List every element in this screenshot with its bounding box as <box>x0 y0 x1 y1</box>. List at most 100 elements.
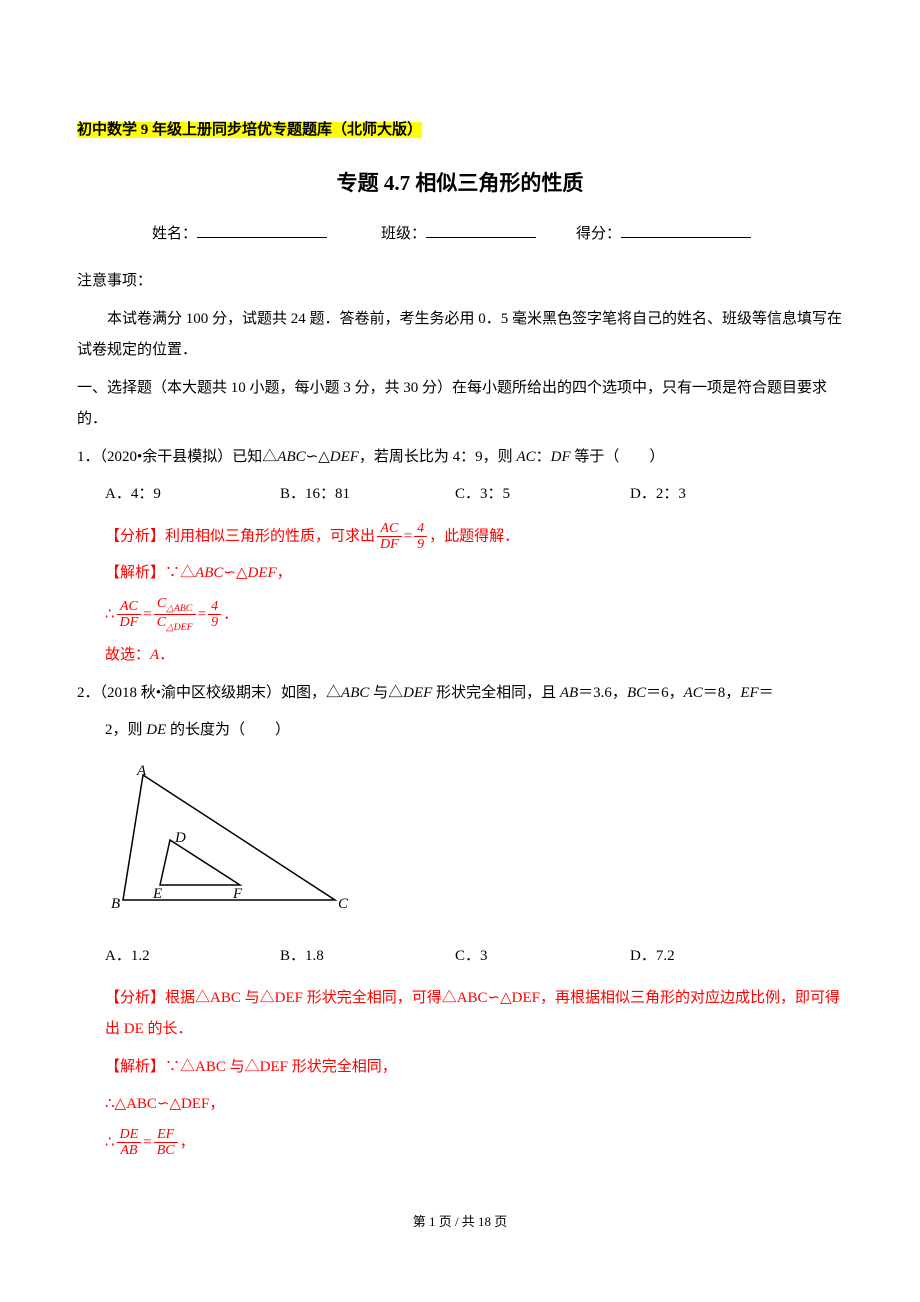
label-b: B <box>111 896 120 912</box>
q1-sol-abc: ABC <box>195 565 223 581</box>
q1-sim: ∽△ <box>306 449 330 465</box>
q1-analysis: 【分析】利用相似三角形的性质，可求出ACDF=49，此题得解． <box>105 521 843 553</box>
score-blank <box>621 220 751 238</box>
q2-ac: AC <box>684 685 703 701</box>
triangle-abc <box>123 775 335 900</box>
class-blank <box>426 220 536 238</box>
q2-opt-d: D．7.2 <box>630 941 675 973</box>
q1-opt-c: C．3：5 <box>455 479 630 511</box>
q1-c-abc: C <box>157 596 166 611</box>
q2-frac-ab: AB <box>117 1143 142 1158</box>
q2-comma: ， <box>180 1134 195 1150</box>
notice-text: 本试卷满分 100 分，试题共 24 题．答卷前，考生务必用 0．5 毫米黑色签… <box>77 304 843 367</box>
question-2-line2: 2，则 DE 的长度为（ ） <box>105 715 843 747</box>
q2-abc: ABC <box>341 685 369 701</box>
question-1: 1．（2020•余干县模拟）已知△ABC∽△DEF，若周长比为 4：9，则 AC… <box>77 442 843 474</box>
triangle-def <box>160 840 240 885</box>
q2-de: DE <box>146 722 166 738</box>
q1-sol-def: DEF <box>247 565 276 581</box>
q2-eq-f: = <box>143 1134 151 1150</box>
q2-analysis-label: 【分析】 <box>105 990 165 1006</box>
triangle-svg: A B C D E F <box>105 765 355 915</box>
q1-answer: A <box>150 647 159 663</box>
q2-eq36: ＝3.6， <box>578 685 627 701</box>
q2-analysis-text: 根据△ABC 与△DEF 形状完全相同，可得△ABC∽△DEF，再根据相似三角形… <box>105 990 840 1038</box>
q1-c-def: C <box>157 615 166 630</box>
name-label: 姓名： <box>152 226 197 242</box>
page-footer: 第 1 页 / 共 18 页 <box>77 1208 843 1235</box>
q2-opt-c: C．3 <box>455 941 630 973</box>
q1-sol-l1-mid: ∽△ <box>223 565 247 581</box>
q1-colon: ： <box>536 449 551 465</box>
q2-solution-line1: 【解析】∵△ABC 与△DEF 形状完全相同， <box>105 1052 843 1084</box>
q1-conc-pre: 故选： <box>105 647 150 663</box>
name-blank <box>197 220 327 238</box>
label-f: F <box>232 886 243 902</box>
q2-eq6: ＝6， <box>646 685 684 701</box>
q2-frac-de: DE <box>117 1127 142 1143</box>
q1-solution-line2: ∴ACDF=C△ABCC△DEF=49． <box>105 596 843 634</box>
notice-label: 注意事项： <box>77 266 843 298</box>
q1-options: A．4：9 B．16：81 C．3：5 D．2：3 <box>105 479 843 511</box>
q1-tri-abc: △ABC <box>166 603 192 614</box>
q1-conc-post: ． <box>159 647 174 663</box>
q2-solution-line2: ∴△ABC∽△DEF， <box>105 1089 843 1121</box>
q2-def: DEF <box>403 685 432 701</box>
q1-s2-eq2: = <box>198 606 206 622</box>
q1-opt-d: D．2：3 <box>630 479 686 511</box>
q2-frac-ef: EF <box>154 1127 178 1143</box>
q1-frac1-den: DF <box>377 537 402 552</box>
q1-s2-n3: 4 <box>208 599 221 615</box>
highlight-title: 初中数学 9 年级上册同步培优专题题库（北师大版） <box>77 122 422 138</box>
q2-bc: BC <box>627 685 646 701</box>
doc-header: 初中数学 9 年级上册同步培优专题题库（北师大版） <box>77 115 843 147</box>
q1-frac1-num: AC <box>377 521 402 537</box>
section1-heading: 一、选择题（本大题共 10 小题，每小题 3 分，共 30 分）在每小题所给出的… <box>77 373 843 436</box>
q2-eq2: ＝ <box>759 685 774 701</box>
triangle-figure: A B C D E F <box>105 765 843 928</box>
q1-analysis-post: ，此题得解． <box>429 528 519 544</box>
q2-sol-l2: ∴△ABC∽△DEF， <box>105 1096 224 1112</box>
class-label: 班级： <box>381 226 426 242</box>
label-c: C <box>338 896 349 912</box>
q1-frac2-num: 4 <box>414 521 427 537</box>
q1-s2-eq1: = <box>143 606 151 622</box>
q2-frac-bc: BC <box>154 1143 178 1158</box>
q2-with: 与△ <box>369 685 403 701</box>
q2-sol-therefore: ∴ <box>105 1134 115 1150</box>
q1-solution-line1: 【解析】∵△ABC∽△DEF， <box>105 558 843 590</box>
q2-sol-l1: ∵△ABC 与△DEF 形状完全相同， <box>165 1059 397 1075</box>
q1-stem-mid: ，若周长比为 4：9，则 <box>359 449 517 465</box>
q1-tri-def: △DEF <box>166 622 193 633</box>
q1-solution-label: 【解析】 <box>105 565 165 581</box>
label-d: D <box>174 830 186 846</box>
q1-s2-period: ． <box>223 606 238 622</box>
q2-ab: AB <box>560 685 578 701</box>
q1-eq1: = <box>404 528 412 544</box>
q2-ef: EF <box>740 685 758 701</box>
q1-ac: AC <box>516 449 535 465</box>
q2-stem-pre: 如图，△ <box>281 685 341 701</box>
q1-stem-post: 等于（ ） <box>571 449 665 465</box>
q1-analysis-label: 【分析】 <box>105 528 165 544</box>
main-title: 专题 4.7 相似三角形的性质 <box>77 161 843 205</box>
q2-opt-a: A．1.2 <box>105 941 280 973</box>
q1-s2-d1: DF <box>117 615 142 630</box>
q2-analysis: 【分析】根据△ABC 与△DEF 形状完全相同，可得△ABC∽△DEF，再根据相… <box>105 983 843 1046</box>
q1-opt-b: B．16：81 <box>280 479 455 511</box>
q1-conclusion: 故选：A． <box>105 640 843 672</box>
q1-frac2-den: 9 <box>414 537 427 552</box>
q1-stem-pre: 已知△ <box>232 449 277 465</box>
q2-solution-label: 【解析】 <box>105 1059 165 1075</box>
fill-in-line: 姓名： 班级： 得分： <box>77 219 843 251</box>
q1-abc: ABC <box>277 449 305 465</box>
q2-l2-post: 的长度为（ ） <box>166 722 290 738</box>
q2-stem-mid1: 形状完全相同，且 <box>432 685 560 701</box>
q1-sol-therefore: ∴ <box>105 606 115 622</box>
q2-l2-pre: 2，则 <box>105 722 146 738</box>
q1-df: DF <box>551 449 571 465</box>
q2-opt-b: B．1.8 <box>280 941 455 973</box>
q1-sol-l1-pre: ∵△ <box>165 565 195 581</box>
label-e: E <box>152 886 162 902</box>
q2-number: 2． <box>77 685 100 701</box>
